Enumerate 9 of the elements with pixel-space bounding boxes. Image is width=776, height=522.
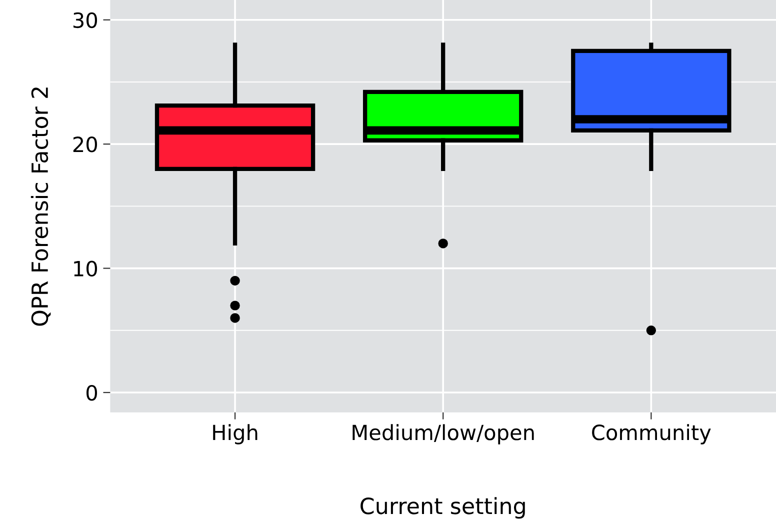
y-tick-label: 10 bbox=[74, 260, 98, 277]
x-axis-title: Current setting bbox=[360, 497, 525, 519]
y-tick-label: 0 bbox=[86, 384, 98, 401]
x-tick-label: Medium/low/open bbox=[352, 424, 534, 444]
y-axis-title: QPR Forensic Factor 2 bbox=[30, 88, 51, 326]
x-tick-label: High bbox=[213, 424, 258, 444]
y-tick-label: 20 bbox=[73, 136, 98, 152]
y-tick-label: 30 bbox=[73, 12, 98, 28]
x-tick-label: Community bbox=[592, 424, 711, 444]
